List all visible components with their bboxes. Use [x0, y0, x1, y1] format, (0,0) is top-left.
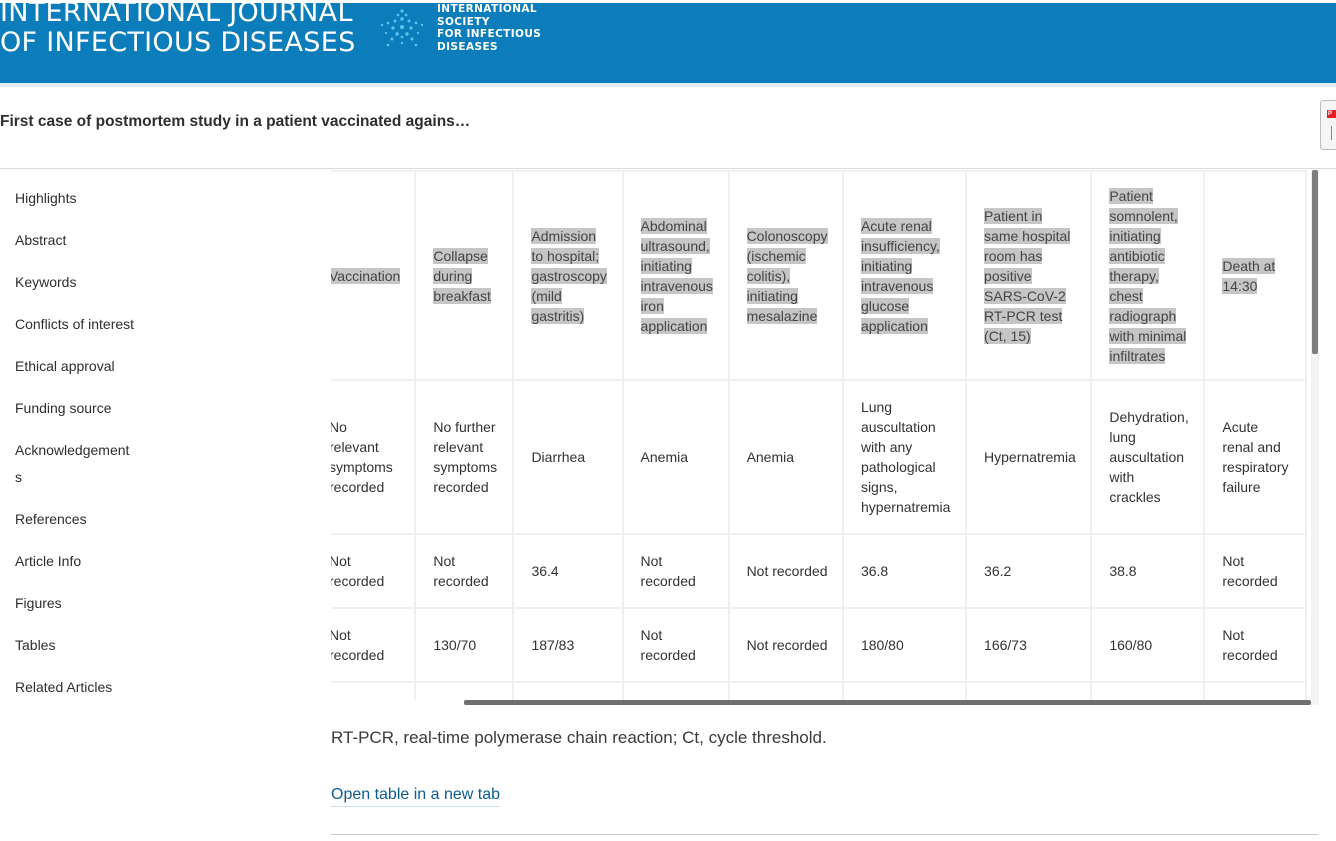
table-cell: Not recorded: [727, 533, 844, 609]
table-footnote: RT-PCR, real-time polymerase chain react…: [331, 728, 827, 747]
vertical-scrollbar-track[interactable]: [1311, 170, 1319, 705]
table-cell: Not recorded: [414, 533, 515, 609]
table-cell: Not recorded: [621, 533, 730, 609]
society-line: FOR INFECTIOUS: [437, 28, 542, 40]
table-cell: 160/80: [1090, 607, 1206, 683]
article-title: First case of postmortem study in a pati…: [0, 113, 471, 130]
table-cell: Anemia: [727, 379, 844, 535]
table-cell: Hypernatremia: [965, 379, 1093, 535]
horizontal-scrollbar-thumb[interactable]: [464, 700, 1311, 705]
table-cell: Not recorded: [1203, 607, 1307, 683]
vertical-scrollbar-thumb[interactable]: [1312, 170, 1318, 354]
table-cell: [965, 681, 1093, 700]
table-cell: Not recorded: [621, 607, 730, 683]
table-cell: Not recorded: [727, 607, 844, 683]
table-cell: Diarrhea: [512, 379, 624, 535]
table-cell: [621, 681, 730, 700]
table-row: No relevant symptoms recorded No further…: [331, 379, 1307, 535]
sidebar-item-figures[interactable]: Figures: [15, 595, 62, 611]
pdf-icon: P: [1327, 110, 1336, 118]
society-line: SOCIETY: [437, 15, 490, 28]
journal-title-line1: INTERNATIONAL JOURNAL: [0, 3, 353, 28]
article-outline-sidebar: Highlights Abstract Keywords Conflicts o…: [15, 185, 135, 716]
table-cell: No relevant symptoms recorded: [331, 379, 417, 535]
table-cell: Admission to hospital; gastroscopy (mild…: [512, 170, 624, 381]
society-line: INTERNATIONAL: [437, 3, 538, 15]
table-cell: Patient somnolent, initiating antibiotic…: [1090, 170, 1206, 381]
table-cell: 36.8: [841, 533, 968, 609]
sidebar-item-related-articles[interactable]: Related Articles: [15, 679, 113, 695]
download-pdf-button[interactable]: P: [1320, 100, 1336, 150]
society-line: DISEASES: [437, 40, 498, 53]
table-cell: Acute renal and respiratory failure: [1203, 379, 1307, 535]
table-row: Vaccination Collapse during breakfast Ad…: [331, 170, 1307, 381]
table-cell: 187/83: [512, 607, 624, 683]
sidebar-item-conflicts-of-interest[interactable]: Conflicts of interest: [15, 316, 135, 332]
title-divider: [0, 168, 1336, 169]
sidebar-item-ethical-approval[interactable]: Ethical approval: [15, 358, 115, 374]
table-cell: [331, 681, 417, 700]
sidebar-item-funding-source[interactable]: Funding source: [15, 400, 112, 416]
table-cell: Death at 14:30: [1203, 170, 1307, 381]
header-underline: [0, 83, 1336, 87]
table-cell: 166/73: [965, 607, 1093, 683]
table-cell: 180/80: [841, 607, 968, 683]
journal-logo[interactable]: INTERNATIONAL JOURNAL OF INFECTIOUS DISE…: [0, 3, 356, 58]
sidebar-item-article-info[interactable]: Article Info: [15, 553, 82, 569]
journal-header: INTERNATIONAL JOURNAL OF INFECTIOUS DISE…: [0, 3, 1336, 83]
table-row: [331, 681, 1307, 700]
sidebar-item-acknowledgements[interactable]: Acknowledgements: [15, 442, 130, 485]
open-table-new-tab-link[interactable]: Open table in a new tab: [331, 786, 501, 807]
journal-title-line2: OF INFECTIOUS DISEASES: [0, 27, 356, 58]
table-cell: 36.4: [512, 533, 624, 609]
table-cell: [727, 681, 844, 700]
table-cell: Anemia: [621, 379, 730, 535]
sidebar-item-references[interactable]: References: [15, 511, 87, 527]
sidebar-item-keywords[interactable]: Keywords: [15, 274, 77, 290]
table-cell: [414, 681, 515, 700]
table-cell: Dehydration, lung auscultation with crac…: [1090, 379, 1206, 535]
society-name: INTERNATIONAL SOCIETY FOR INFECTIOUS DIS…: [437, 3, 541, 53]
table-cell: Not recorded: [1203, 533, 1307, 609]
table-cell: [841, 681, 968, 700]
timeline-table: Vaccination Collapse during breakfast Ad…: [331, 170, 1307, 700]
table-cell: Patient in same hospital room has positi…: [965, 170, 1093, 381]
table-cell: Not recorded: [331, 607, 417, 683]
table-cell: Vaccination: [331, 170, 417, 381]
table-cell: Lung auscultation with any pathological …: [841, 379, 968, 535]
sidebar-item-tables[interactable]: Tables: [15, 637, 56, 653]
table-row: Not recorded Not recorded 36.4 Not recor…: [331, 533, 1307, 609]
table-cell: No further relevant symptoms recorded: [414, 379, 515, 535]
pdf-icon-detail: [1331, 126, 1332, 140]
table-cell: [1203, 681, 1307, 700]
table-cell: Colonoscopy (ischemic colitis), initiati…: [727, 170, 844, 381]
table-cell: [512, 681, 624, 700]
section-divider: [331, 834, 1318, 835]
table-cell: Acute renal insufficiency, initiating in…: [841, 170, 968, 381]
table-cell: Collapse during breakfast: [414, 170, 515, 381]
table-cell: 130/70: [414, 607, 515, 683]
table-cell: Not recorded: [331, 533, 417, 609]
sidebar-item-highlights[interactable]: Highlights: [15, 190, 77, 206]
table-scroll-container[interactable]: Vaccination Collapse during breakfast Ad…: [331, 170, 1311, 700]
society-star-icon: [380, 9, 424, 47]
table-row: Not recorded 130/70 187/83 Not recorded …: [331, 607, 1307, 683]
table-cell: Abdominal ultrasound, initiating intrave…: [621, 170, 730, 381]
table-cell: [1090, 681, 1206, 700]
table-cell: 36.2: [965, 533, 1093, 609]
table-cell: 38.8: [1090, 533, 1206, 609]
sidebar-item-abstract[interactable]: Abstract: [15, 232, 67, 248]
